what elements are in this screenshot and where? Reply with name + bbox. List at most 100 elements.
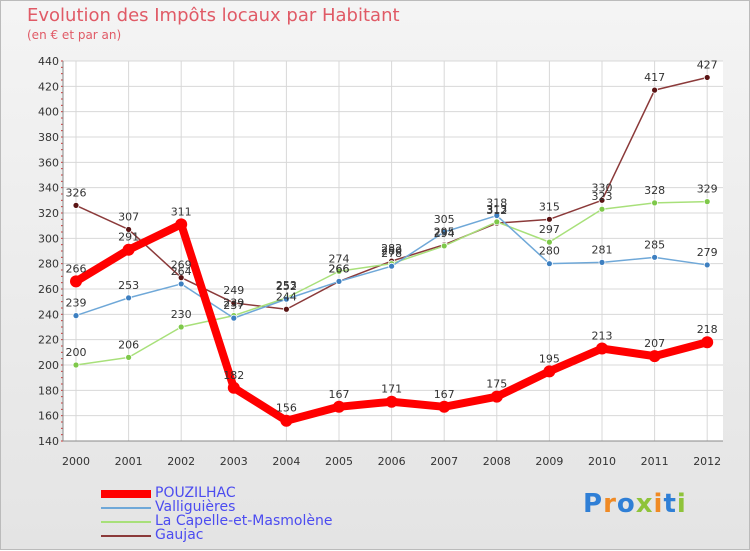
data-label: 285 (644, 238, 665, 251)
data-label: 253 (118, 279, 139, 292)
data-point (546, 215, 553, 223)
data-point (175, 218, 188, 231)
data-point (230, 314, 238, 322)
data-point (335, 277, 343, 285)
data-point (651, 86, 658, 94)
logo-letter: i (653, 489, 664, 519)
y-tick-label: 200 (38, 359, 59, 372)
data-point (493, 212, 501, 219)
data-label: 312 (486, 204, 507, 217)
legend-label: La Capelle-et-Masmolène (155, 513, 333, 529)
legend-label: Valliguières (155, 499, 236, 515)
legend-swatch (101, 521, 151, 523)
data-label: 249 (223, 284, 244, 297)
y-tick-label: 380 (38, 131, 59, 144)
data-point (703, 198, 711, 206)
data-point (125, 353, 132, 361)
data-point (703, 261, 711, 269)
data-label: 326 (66, 186, 87, 199)
logo-letter: P (583, 489, 604, 519)
legend-swatch (101, 490, 151, 498)
y-tick-label: 440 (38, 55, 59, 68)
data-point (596, 342, 608, 355)
y-tick-label: 260 (38, 283, 59, 296)
data-point (282, 305, 290, 313)
data-point (438, 400, 451, 413)
data-point (546, 238, 553, 246)
y-tick-label: 360 (38, 156, 59, 169)
data-label: 328 (644, 184, 665, 197)
plot-area (63, 61, 723, 441)
data-label: 427 (697, 58, 718, 71)
data-label: 266 (329, 262, 350, 275)
legend-swatch (101, 507, 151, 509)
data-label: 182 (223, 369, 244, 382)
legend-label: POUZILHAC (155, 485, 236, 501)
data-label: 239 (223, 297, 244, 310)
x-tick-label: 2008 (483, 455, 511, 468)
logo-letter: i (676, 489, 687, 519)
legend-label: Gaujac (155, 527, 204, 543)
x-tick-label: 2010 (588, 455, 616, 468)
data-label: 294 (434, 227, 455, 240)
data-point (598, 205, 606, 213)
data-label: 295 (434, 226, 455, 239)
data-point (335, 267, 343, 275)
data-label: 218 (697, 323, 718, 336)
data-label: 230 (171, 308, 192, 321)
data-label: 252 (276, 280, 297, 293)
data-label: 264 (171, 265, 192, 278)
data-point (125, 294, 132, 302)
data-label: 156 (276, 402, 297, 415)
data-label: 330 (592, 181, 613, 194)
data-point (177, 280, 185, 288)
data-label: 244 (276, 290, 297, 303)
y-tick-label: 220 (38, 334, 59, 347)
data-point (490, 390, 503, 403)
data-point (648, 350, 661, 363)
data-point (598, 258, 606, 266)
x-tick-label: 2012 (693, 455, 721, 468)
data-label: 280 (539, 245, 560, 258)
x-tick-label: 2002 (167, 455, 195, 468)
data-label: 266 (329, 262, 350, 275)
x-tick-label: 2005 (325, 455, 353, 468)
data-point (70, 275, 82, 288)
x-tick-label: 2009 (535, 455, 563, 468)
data-label: 282 (381, 242, 402, 255)
y-tick-label: 140 (38, 435, 59, 448)
data-point (546, 260, 553, 268)
data-point (440, 242, 448, 250)
data-point (282, 295, 290, 303)
data-label: 329 (697, 183, 718, 196)
y-tick-label: 160 (38, 410, 59, 423)
data-label: 266 (66, 262, 87, 275)
data-label: 239 (66, 297, 87, 310)
data-label: 237 (223, 299, 244, 312)
proxiti-logo: Proxiti (583, 489, 687, 519)
data-label: 213 (592, 330, 613, 343)
data-label: 318 (486, 197, 507, 210)
data-point (122, 243, 135, 256)
data-label: 279 (697, 246, 718, 259)
y-tick-label: 420 (38, 80, 59, 93)
logo-letter: x (635, 489, 654, 519)
data-point (703, 74, 711, 81)
data-label: 315 (539, 200, 560, 213)
data-label: 175 (486, 378, 507, 391)
legend-swatch (101, 535, 151, 537)
y-tick-label: 240 (38, 308, 59, 321)
data-point (72, 361, 80, 369)
y-tick-label: 320 (38, 207, 59, 220)
data-point (598, 196, 606, 204)
data-label: 167 (434, 388, 455, 401)
data-point (72, 312, 80, 320)
data-point (543, 365, 556, 378)
data-point (651, 253, 658, 261)
x-tick-label: 2011 (641, 455, 669, 468)
data-label: 281 (592, 243, 613, 256)
data-label: 291 (118, 231, 139, 244)
y-tick-label: 180 (38, 384, 59, 397)
x-tick-label: 2001 (115, 455, 143, 468)
data-label: 167 (329, 388, 350, 401)
